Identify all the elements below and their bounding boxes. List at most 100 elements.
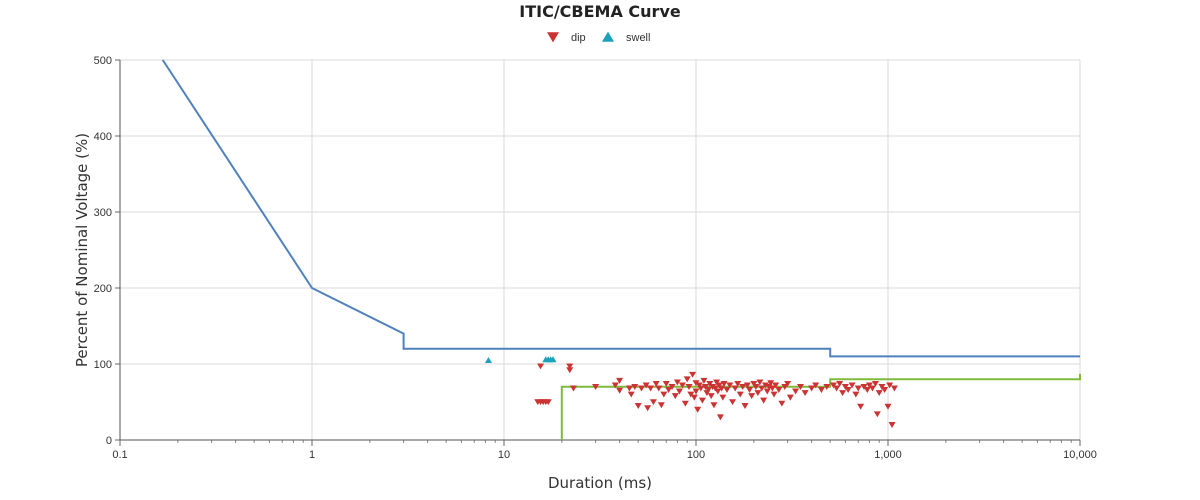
dip-point: [848, 382, 856, 389]
dip-point: [616, 377, 624, 384]
dip-point: [752, 384, 760, 390]
dip-point: [625, 385, 633, 392]
dip-point: [888, 422, 896, 428]
dip-point: [823, 384, 831, 390]
dip-point: [716, 414, 724, 421]
y-tick-label: 0: [106, 435, 112, 447]
dip-point: [852, 391, 860, 398]
dip-point: [778, 400, 786, 407]
dip-point: [637, 385, 645, 392]
dip-point: [761, 382, 769, 389]
upper-limit-curve: [161, 59, 1080, 358]
dip-point: [692, 388, 700, 395]
dip-point: [726, 382, 734, 389]
dip-point: [817, 387, 825, 393]
dip-point: [873, 411, 881, 418]
dip-point: [709, 384, 717, 390]
dip-point: [687, 391, 695, 398]
swell-point: [484, 357, 492, 363]
dip-point: [801, 390, 809, 397]
legend: dip swell: [547, 31, 650, 44]
dip-point: [878, 384, 886, 390]
dip-point: [781, 384, 789, 390]
dip-point: [881, 387, 889, 393]
dip-point: [829, 382, 837, 389]
y-axis-label: Percent of Nominal Voltage (%): [73, 133, 91, 367]
dip-point: [731, 385, 739, 392]
dip-point: [886, 382, 894, 389]
dip-point: [631, 384, 639, 390]
dip-point: [812, 382, 820, 389]
dip-point: [668, 384, 676, 390]
y-tick-label: 100: [94, 359, 112, 371]
dip-point: [544, 399, 552, 406]
dip-legend-marker: [547, 32, 559, 43]
dip-point: [863, 387, 871, 393]
limit-curves: [161, 59, 1081, 440]
dip-point: [701, 384, 709, 390]
dip-point: [739, 384, 747, 390]
dip-point: [652, 380, 660, 387]
dip-point: [681, 400, 689, 407]
dip-point: [760, 397, 768, 404]
dip-point: [736, 391, 744, 398]
y-tick-label: 200: [94, 283, 112, 295]
dip-point: [657, 402, 665, 409]
dip-point: [857, 403, 865, 410]
dip-point: [616, 387, 624, 394]
dip-point: [754, 390, 762, 397]
dip-point: [649, 399, 657, 406]
dip-point: [569, 385, 577, 392]
x-tick-label: 1: [309, 449, 315, 461]
swell-point: [549, 356, 557, 363]
dip-point: [756, 379, 764, 386]
dip-point: [644, 405, 652, 412]
dip-point: [839, 390, 847, 397]
swell-legend-marker: [602, 31, 614, 42]
dip-point: [706, 380, 714, 387]
y-tick-label: 400: [94, 131, 112, 143]
grid-lines: [120, 59, 1081, 440]
dip-point: [695, 382, 703, 389]
dip-point: [808, 385, 816, 392]
dip-point: [723, 387, 731, 393]
x-axis-label: Duration (ms): [548, 474, 652, 492]
dip-point: [647, 385, 655, 392]
dip-point: [611, 382, 619, 389]
dip-point: [665, 387, 673, 393]
dip-point: [671, 393, 679, 400]
dip-point: [860, 384, 868, 390]
x-tick-label: 0.1: [112, 449, 127, 461]
dip-point: [890, 385, 898, 392]
dip-point: [566, 363, 574, 370]
dip-point: [741, 403, 749, 409]
dip-point: [746, 387, 754, 393]
x-tick-label: 10: [498, 449, 510, 461]
dip-point: [685, 384, 693, 390]
dip-point: [748, 393, 756, 400]
dip-point: [683, 376, 691, 383]
x-tick-label: 100: [687, 449, 705, 461]
dip-point: [775, 387, 783, 393]
dip-point: [768, 385, 776, 392]
dip-point: [841, 384, 849, 390]
dip-point: [566, 367, 574, 374]
dip-point: [729, 399, 737, 406]
dip-point: [627, 391, 635, 398]
dip-point: [678, 382, 686, 389]
dip-point: [734, 380, 742, 387]
dip-point: [784, 380, 792, 387]
dip-point: [743, 382, 751, 389]
dip-point: [711, 385, 719, 392]
dip-point: [642, 382, 650, 389]
dip-point: [592, 384, 600, 390]
dip-point: [673, 379, 681, 386]
dip-point: [865, 382, 873, 389]
dip-point: [655, 385, 663, 392]
dip-point: [750, 380, 758, 387]
dip-point: [707, 393, 715, 400]
dip-point: [719, 394, 727, 401]
